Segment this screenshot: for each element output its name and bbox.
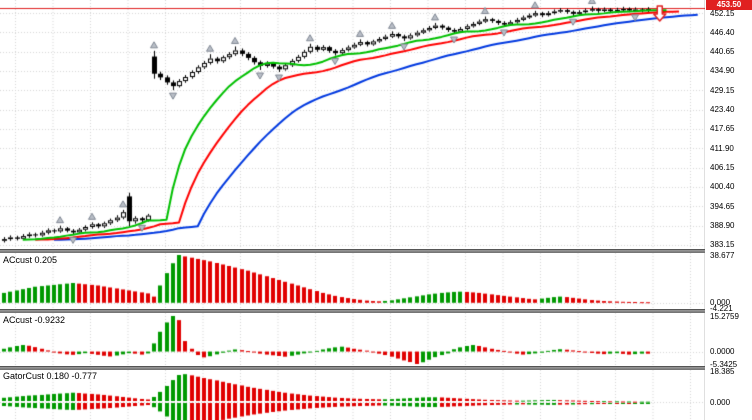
price-level-label: 411.90	[710, 143, 734, 153]
main-chart-pane[interactable]	[0, 0, 705, 249]
price-level-label: 423.40	[710, 105, 735, 115]
pane-separator[interactable]	[0, 249, 752, 253]
indicator-pane-gator[interactable]	[0, 370, 705, 420]
price-level-label: 452.15	[710, 8, 735, 18]
indicator-level-label: -4.221	[710, 303, 733, 313]
indicator-title-ac1: ACcust 0.205	[3, 255, 58, 265]
pane-separator[interactable]	[0, 366, 752, 370]
price-level-label: 406.15	[710, 163, 735, 173]
indicator-title-ac2: ACcust -0.9232	[3, 315, 66, 325]
indicator-level-label: 15.2759	[710, 311, 739, 321]
price-axis[interactable]	[705, 0, 752, 420]
indicator-level-label: 38.677	[710, 250, 735, 260]
indicator-pane-ac1[interactable]	[0, 253, 705, 309]
price-level-label: 383.15	[710, 240, 735, 250]
price-level-label: 388.90	[710, 221, 735, 231]
indicator-level-label: -5.3425	[710, 359, 738, 369]
pane-separator[interactable]	[0, 309, 752, 313]
price-level-label: 446.40	[710, 27, 735, 37]
indicator-pane-ac2[interactable]	[0, 313, 705, 366]
price-level-label: 440.65	[710, 47, 735, 57]
price-level-label: 394.65	[710, 201, 735, 211]
indicator-title-gator: GatorCust 0.180 -0.777	[3, 371, 98, 381]
price-level-label: 434.90	[710, 66, 735, 76]
current-price-tag: 453.50	[706, 0, 752, 10]
price-level-label: 417.65	[710, 124, 735, 134]
indicator-level-label: 0.000	[710, 298, 731, 308]
price-level-label: 400.40	[710, 182, 735, 192]
indicator-level-label: 0.000	[710, 397, 731, 407]
indicator-level-label: 18.385	[710, 366, 735, 376]
price-level-label: 429.15	[710, 85, 735, 95]
indicator-level-label: 0.0000	[710, 347, 735, 357]
